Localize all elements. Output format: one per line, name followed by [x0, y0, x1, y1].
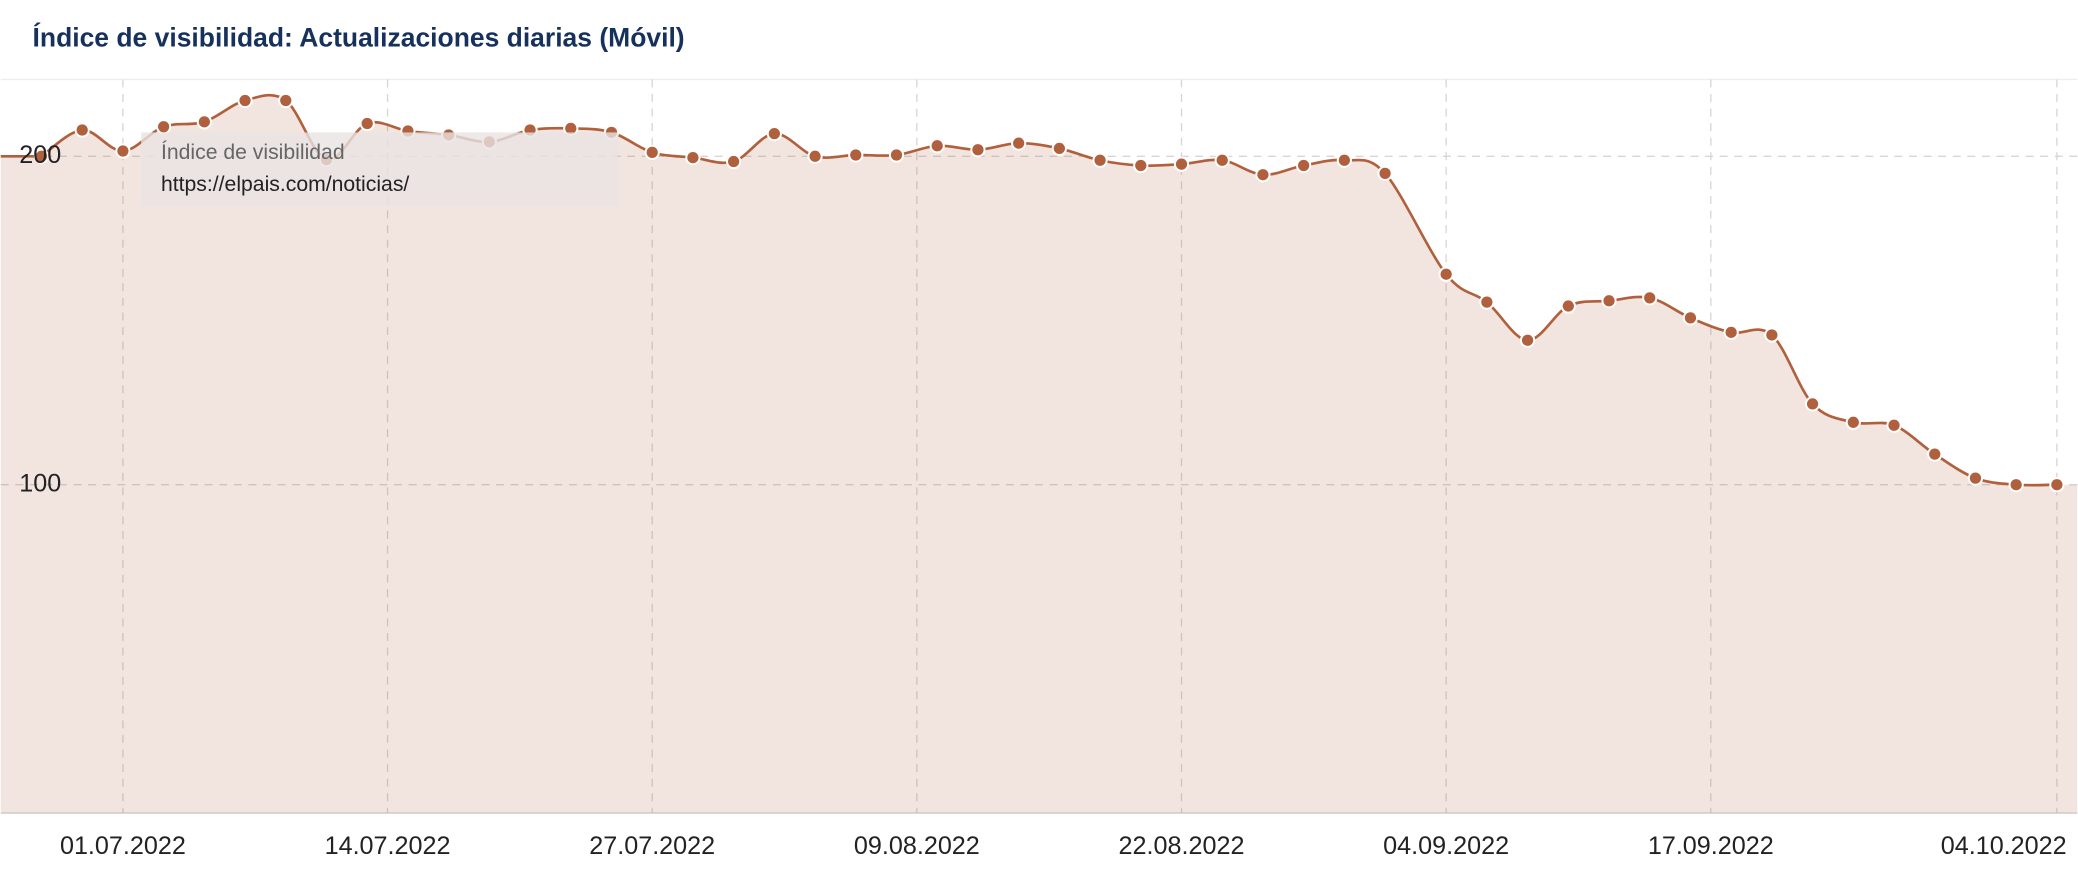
point: [1051, 140, 1067, 157]
x-tick-label: 22.08.2022: [1119, 832, 1245, 860]
x-tick-label: 27.07.2022: [589, 832, 715, 860]
point: [807, 148, 823, 164]
point: [1560, 298, 1576, 314]
point: [359, 115, 375, 132]
point: [1377, 165, 1393, 181]
point: [1804, 396, 1821, 412]
x-tick-label: 14.07.2022: [325, 832, 451, 860]
point: [685, 150, 701, 166]
x-tick-label: 17.09.2022: [1648, 832, 1774, 860]
point: [33, 148, 50, 164]
tooltip: [141, 132, 618, 207]
point: [1255, 167, 1271, 183]
point: [1173, 156, 1190, 172]
point: [766, 126, 782, 142]
point: [1967, 470, 1984, 486]
tooltip-title: Índice de visibilidad: [161, 139, 345, 164]
point: [1296, 157, 1312, 174]
area: [0, 95, 2078, 814]
point: [1336, 152, 1352, 168]
point: [2008, 477, 2024, 493]
point: [1927, 446, 1943, 462]
chart-title: Índice de visibilidad: Actualizaciones d…: [33, 23, 685, 53]
point: [888, 147, 905, 163]
point: [74, 122, 90, 138]
point: [929, 138, 945, 154]
point: [1133, 157, 1149, 174]
x-tick-label: 04.09.2022: [1383, 832, 1509, 860]
point: [1601, 293, 1617, 309]
y-tick-label: 100: [19, 469, 61, 497]
point: [115, 143, 131, 159]
point: [1011, 135, 1027, 151]
point: [1214, 152, 1230, 168]
plot: 01.07.2022 14.07.2022 27.07.2022 09.08.2022…: [0, 79, 2078, 860]
y-tick-label: 200: [19, 141, 61, 169]
point: [1479, 294, 1495, 310]
x-tick-label: 04.10.2022: [1941, 832, 2067, 860]
point: [1438, 266, 1454, 282]
point: [644, 144, 660, 160]
point: [1845, 414, 1861, 430]
point: [1642, 290, 1658, 306]
point: [2049, 477, 2065, 493]
point: [196, 114, 212, 130]
point: [1723, 324, 1739, 340]
x-tick-label: 01.07.2022: [60, 832, 186, 860]
point: [970, 142, 986, 158]
point: [1764, 327, 1780, 343]
point: [278, 92, 294, 109]
point: [1519, 332, 1536, 348]
point: [237, 92, 253, 109]
point: [156, 119, 172, 135]
point: [1886, 417, 1902, 433]
point: [726, 153, 742, 170]
point: [848, 147, 864, 163]
tooltip-series: https://elpais.com/noticias/: [161, 173, 409, 196]
point: [1682, 310, 1699, 326]
point: [1092, 152, 1108, 168]
x-tick-label: 09.08.2022: [854, 832, 980, 860]
